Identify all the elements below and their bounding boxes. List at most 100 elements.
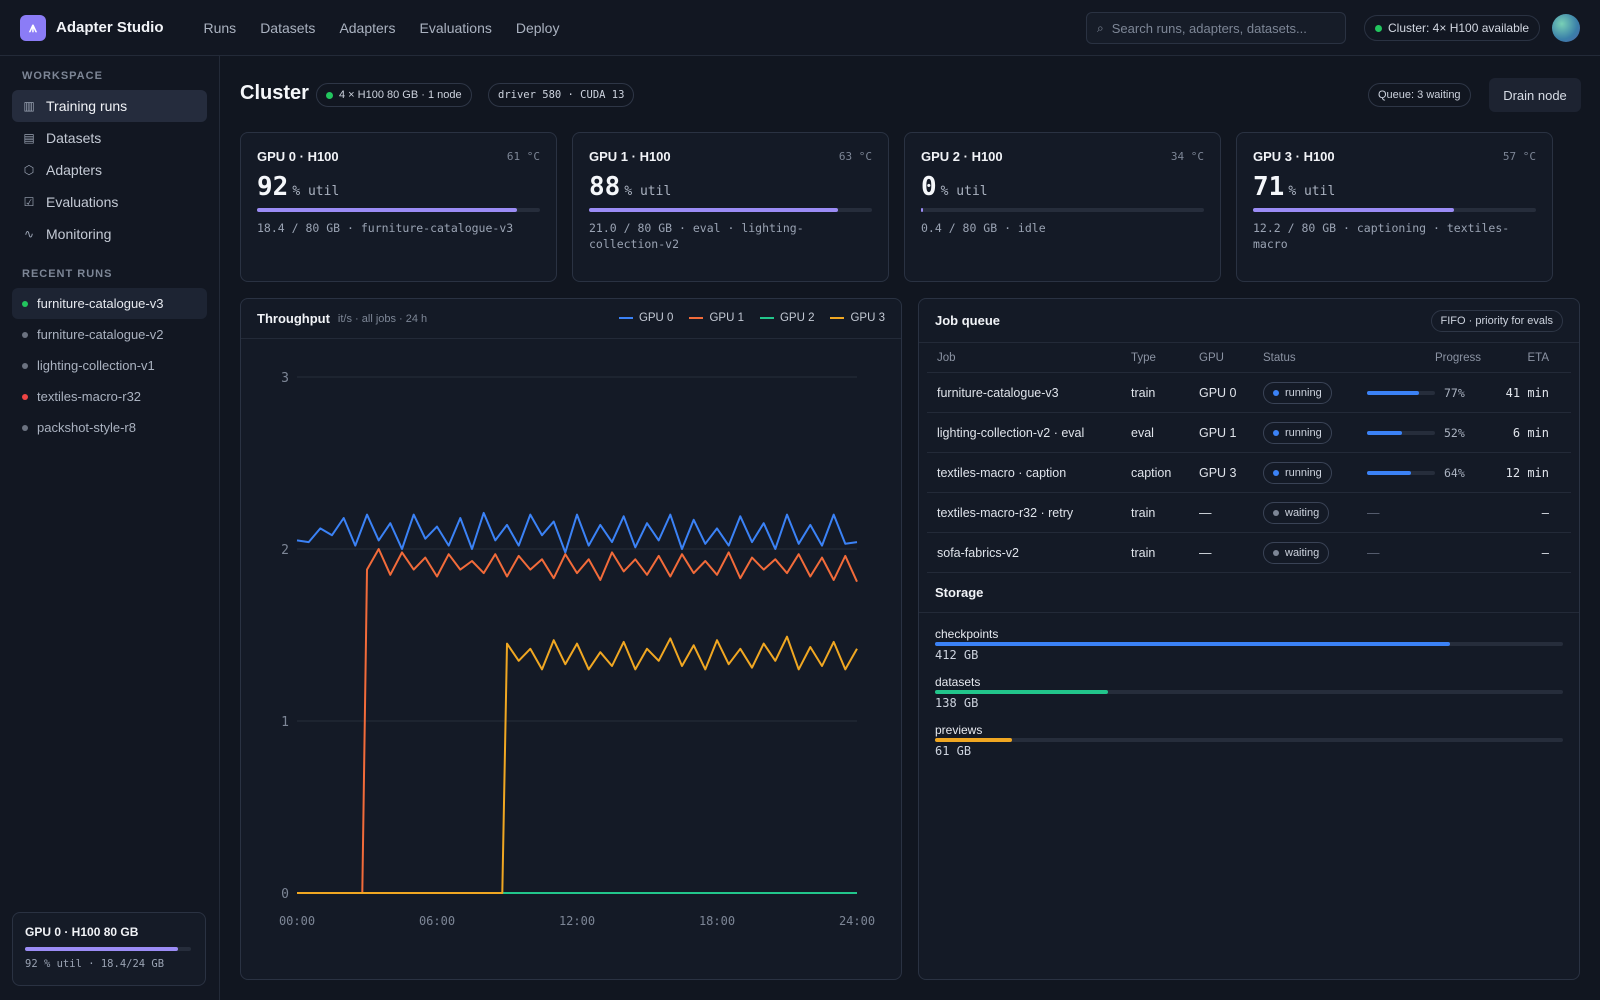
nav-runs[interactable]: Runs: [203, 19, 237, 36]
column-header[interactable]: ETA: [1527, 352, 1549, 364]
run-status-dot-icon: [22, 362, 28, 369]
nav-adapters[interactable]: Adapters: [339, 19, 396, 36]
gpu-util-bar: [1253, 208, 1536, 212]
drain-node-button[interactable]: Drain node: [1489, 78, 1581, 112]
x-tick-label: 18:00: [699, 914, 735, 928]
legend-label: GPU 2: [779, 312, 815, 324]
nav-datasets[interactable]: Datasets: [260, 19, 316, 36]
x-tick-label: 12:00: [559, 914, 595, 928]
column-header[interactable]: Type: [1131, 352, 1156, 364]
job-gpu: GPU 0: [1199, 386, 1237, 400]
table-row[interactable]: sofa-fabrics-v2 train — waiting — –: [927, 533, 1571, 573]
table-row[interactable]: furniture-catalogue-v3 train GPU 0 running 7…: [927, 373, 1571, 413]
gpu-temp: 63 °C: [838, 150, 872, 163]
legend-item[interactable]: GPU 3: [830, 312, 885, 324]
sidebar-item-evaluations[interactable]: ☑ Evaluations: [12, 186, 207, 218]
progress-bar: [1367, 391, 1435, 395]
app-logo[interactable]: ⩚: [20, 14, 46, 41]
column-header[interactable]: Job: [937, 352, 956, 364]
storage-label: previews: [935, 723, 983, 737]
cluster-status-badge[interactable]: Cluster: 4× H100 available: [1364, 15, 1541, 41]
gpu-util: 92% util: [257, 172, 540, 202]
job-name: furniture-catalogue-v3: [937, 386, 1059, 400]
gpu-card[interactable]: GPU 1 · H100 63 °C 88% util 21.0 / 80 GB · …: [572, 132, 889, 282]
job-progress: —: [1367, 493, 1380, 533]
gpu-util: 0% util: [921, 172, 1204, 202]
run-status-dot-icon: [22, 393, 28, 400]
storage-item: previews 61 GB: [935, 723, 1563, 758]
status-dot-icon: [1273, 470, 1279, 476]
progress-bar: [1367, 471, 1435, 475]
status-label: running: [1285, 387, 1322, 399]
x-tick-label: 06:00: [419, 914, 455, 928]
gpu-util-unit: % util: [292, 184, 340, 199]
job-gpu: —: [1199, 506, 1212, 520]
column-header[interactable]: Progress: [1434, 352, 1481, 364]
column-header[interactable]: Status: [1263, 352, 1296, 364]
progress-label: 64%: [1444, 466, 1465, 480]
queue-badge[interactable]: Queue: 3 waiting: [1368, 83, 1471, 107]
gpu-util-bar-fill: [589, 208, 839, 212]
nav-deploy[interactable]: Deploy: [515, 19, 560, 36]
gpu-util-unit: % util: [940, 184, 988, 199]
nav-evaluations[interactable]: Evaluations: [419, 19, 492, 36]
sidebar-item-training-runs[interactable]: ▥ Training runs: [12, 90, 207, 122]
recent-run-label: furniture-catalogue-v2: [37, 327, 164, 342]
storage-bar: [935, 642, 1563, 646]
x-tick-label: 00:00: [279, 914, 315, 928]
gpu-meta: 12.2 / 80 GB · captioning · textiles-mac…: [1253, 221, 1510, 251]
gpu-util-bar-fill: [257, 208, 518, 212]
progress-label: 77%: [1444, 386, 1465, 400]
progress-bar: [1367, 431, 1435, 435]
storage-bar: [935, 690, 1563, 694]
gpu-util-value: 0: [921, 172, 937, 202]
table-row[interactable]: lighting-collection-v2 · eval eval GPU 1 ru…: [927, 413, 1571, 453]
progress-label: 52%: [1444, 426, 1465, 440]
cluster-nodes-label: 4 × H100 80 GB · 1 node: [339, 89, 462, 101]
gpu-card[interactable]: GPU 0 · H100 61 °C 92% util 18.4 / 80 GB · …: [240, 132, 557, 282]
throughput-subtitle: it/s · all jobs · 24 h: [337, 312, 428, 325]
gpu-card[interactable]: GPU 2 · H100 34 °C 0% util 0.4 / 80 GB · id…: [904, 132, 1221, 282]
recent-run-item[interactable]: furniture-catalogue-v3: [12, 288, 207, 319]
avatar[interactable]: [1552, 14, 1580, 42]
search-input[interactable]: ⌕ Search runs, adapters, datasets...: [1086, 12, 1346, 44]
gpu-meta: 21.0 / 80 GB · eval · lighting-collectio…: [589, 221, 804, 251]
gpu-name: GPU 1 · H100: [589, 149, 671, 164]
job-type: caption: [1131, 466, 1172, 480]
job-eta: –: [1541, 506, 1549, 520]
table-row[interactable]: textiles-macro-r32 · retry train — waiting —…: [927, 493, 1571, 533]
series-line-gpu-0: [296, 511, 858, 554]
recent-run-item[interactable]: packshot-style-r8: [12, 412, 207, 443]
storage-label: datasets: [935, 675, 981, 689]
series-line-gpu-3: [297, 635, 858, 894]
legend-item[interactable]: GPU 0: [618, 312, 673, 324]
gpu-mini-card[interactable]: GPU 0 · H100 80 GB 92 % util · 18.4/24 G…: [12, 912, 206, 986]
legend-item[interactable]: GPU 1: [689, 312, 744, 324]
legend-item[interactable]: GPU 2: [759, 312, 815, 324]
storage-item: checkpoints 412 GB: [935, 627, 1563, 662]
recent-run-item[interactable]: textiles-macro-r32: [12, 381, 207, 412]
recent-run-label: packshot-style-r8: [37, 420, 136, 435]
job-status: waiting: [1263, 493, 1330, 533]
gpu-mini-title: GPU 0 · H100 80 GB: [25, 925, 139, 939]
job-name: textiles-macro-r32 · retry: [937, 506, 1074, 520]
gpu-card[interactable]: GPU 3 · H100 57 °C 71% util 12.2 / 80 GB · …: [1236, 132, 1553, 282]
cube-icon: ⬡: [23, 163, 35, 177]
sidebar-item-label: Evaluations: [46, 194, 119, 210]
progress-label: —: [1367, 546, 1380, 560]
storage-bar-fill: [935, 690, 1108, 694]
gpu-name: GPU 0 · H100: [257, 149, 339, 164]
gpu-util-unit: % util: [1288, 184, 1336, 199]
column-header[interactable]: GPU: [1199, 352, 1224, 364]
sidebar-item-label: Adapters: [46, 162, 103, 178]
y-tick-label: 3: [281, 371, 289, 386]
recent-run-item[interactable]: furniture-catalogue-v2: [12, 319, 207, 350]
table-row[interactable]: textiles-macro · caption caption GPU 3 runn…: [927, 453, 1571, 493]
recent-run-item[interactable]: lighting-collection-v1: [12, 350, 207, 381]
sidebar-item-monitoring[interactable]: ∿ Monitoring: [12, 218, 207, 250]
recent-run-label: textiles-macro-r32: [37, 389, 142, 404]
legend-swatch: [618, 316, 633, 319]
sidebar-item-datasets[interactable]: ▤ Datasets: [12, 122, 207, 154]
sidebar-item-adapters[interactable]: ⬡ Adapters: [12, 154, 207, 186]
storage-title: Storage: [919, 573, 1579, 613]
